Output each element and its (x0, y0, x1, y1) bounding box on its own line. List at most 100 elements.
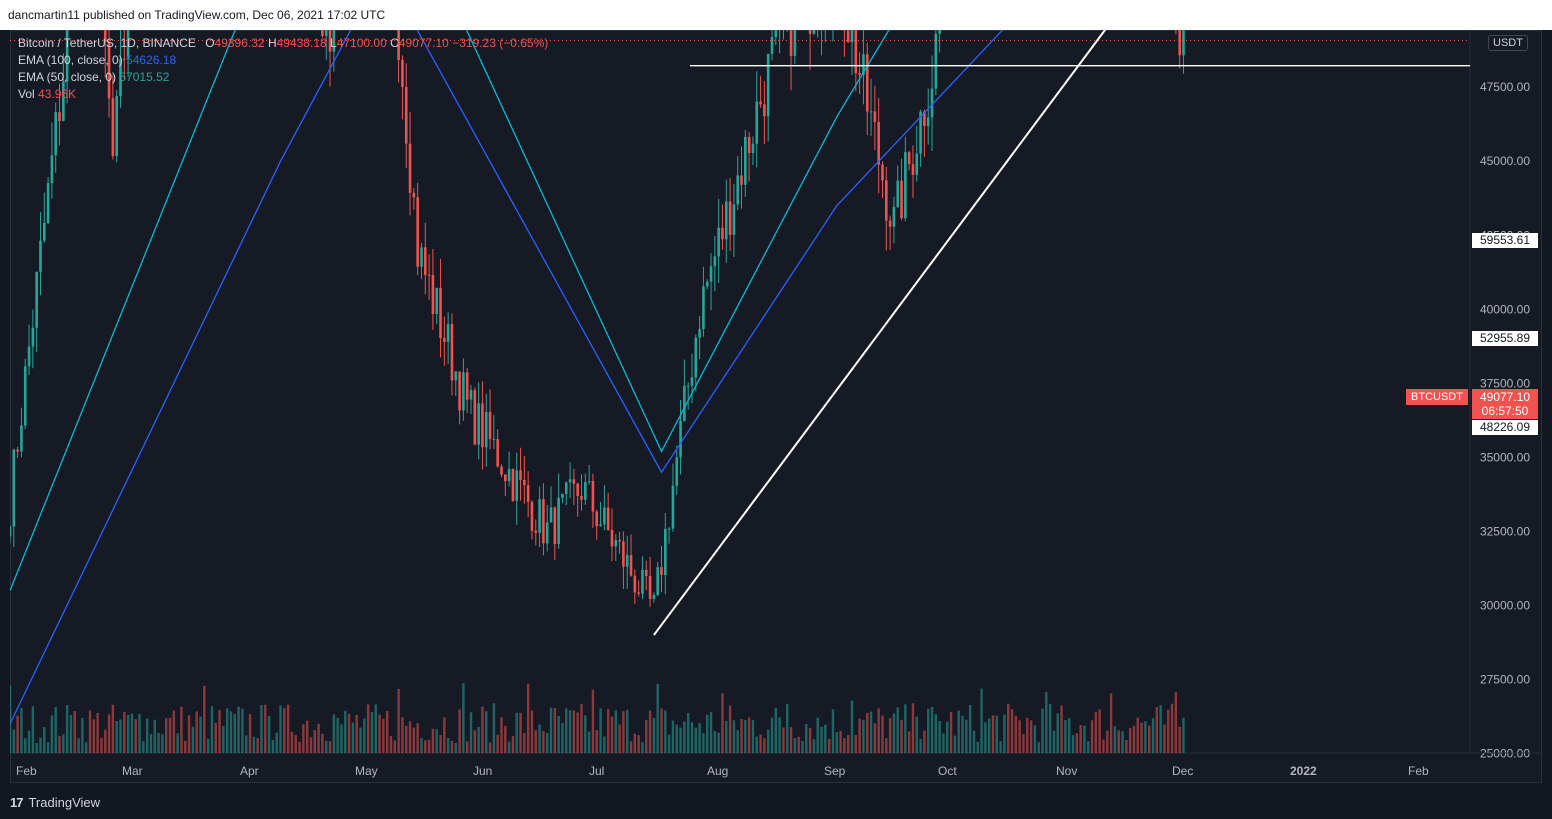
chart-pane[interactable] (10, 30, 1542, 783)
candle-body (458, 371, 461, 411)
legend-low: 47100.00 (336, 36, 387, 50)
candle-body (774, 30, 778, 37)
volume-bar (431, 728, 435, 753)
volume-bar (187, 715, 191, 753)
volume-bar (546, 732, 549, 753)
volume-bar (100, 737, 103, 753)
volume-bar (622, 711, 625, 753)
candle-body (686, 385, 690, 387)
volume-bar (690, 722, 694, 753)
volume-bar (332, 714, 336, 753)
volume-bar (664, 710, 667, 753)
candle-body (599, 524, 602, 527)
volume-bar (671, 720, 675, 753)
volume-bar (420, 738, 423, 753)
volume-bar (736, 730, 739, 753)
volume-bar (694, 727, 697, 753)
price-chart[interactable]: 70000.0067500.0065000.0062500.0060000.00… (10, 30, 1542, 783)
volume-bar (957, 710, 960, 753)
candle-body (648, 576, 652, 599)
volume-bar (317, 723, 320, 753)
volume-bar (923, 730, 926, 753)
horizontal-levels[interactable] (10, 30, 1470, 67)
volume-bar (1151, 718, 1155, 753)
time-axis[interactable]: Feb Mar Apr May Jun Jul Aug Sep Oct Nov Dec 2022 Feb (10, 752, 1542, 778)
volume-bar (721, 693, 724, 753)
volume-bar (466, 741, 469, 753)
legend-ema100-row[interactable]: EMA (100, close, 0) 54626.18 (18, 52, 548, 69)
candle-body (709, 266, 713, 282)
volume-bar (290, 731, 294, 753)
volume-bar (1102, 739, 1105, 753)
volume-bar (69, 715, 73, 753)
volume-bar (565, 708, 568, 753)
candle-body (119, 58, 122, 97)
candle-body (759, 101, 762, 105)
volume-bar (378, 714, 381, 753)
candle-body (660, 567, 663, 576)
volume-bar (980, 688, 983, 753)
volume-bar (153, 719, 156, 753)
volume-bar (88, 710, 92, 753)
legend-ema50-row[interactable]: EMA (50, close, 0) 57015.52 (18, 69, 548, 86)
volume-bar (10, 685, 12, 753)
volume-bar (698, 723, 701, 753)
volume-bar (999, 741, 1002, 753)
candle-body (865, 54, 869, 112)
candle-body (808, 30, 812, 34)
volume-bar (340, 724, 343, 753)
volume-bar (561, 723, 564, 753)
candle-body (770, 36, 774, 54)
trendline[interactable] (653, 30, 1279, 636)
volume-bar (835, 732, 838, 753)
tradingview-brand[interactable]: 17 TradingView (10, 795, 100, 810)
candle-body (576, 483, 579, 496)
volume-bar (366, 704, 370, 753)
volume-bar (477, 726, 480, 753)
candle-body (519, 470, 522, 480)
volume-bar (717, 732, 720, 753)
volume-bar (149, 734, 153, 753)
legend-l-label: L (330, 36, 337, 50)
candle-body (65, 30, 69, 82)
volume-bar (77, 738, 80, 753)
volume-bar (843, 738, 846, 753)
trendline-group[interactable] (653, 30, 1279, 636)
volume-bar (706, 714, 709, 753)
volume-bar (763, 738, 766, 753)
volume-bar (92, 719, 96, 753)
volume-bar (363, 718, 366, 753)
volume-bar (488, 742, 492, 753)
volume-bar (1147, 725, 1151, 753)
candle-body (58, 112, 61, 122)
candle-body (930, 88, 934, 118)
volume-bar (12, 729, 16, 753)
candle-body (534, 530, 538, 533)
legend-vol-row[interactable]: Vol 43.96K (18, 86, 548, 103)
time-tick-label: May (355, 764, 378, 778)
candle-body (530, 501, 534, 531)
candle-body (740, 175, 743, 185)
volume-bar (454, 742, 457, 753)
volume-bar (812, 739, 816, 753)
candle-body (111, 98, 115, 157)
volume-bar (302, 724, 305, 753)
volume-bar (214, 722, 217, 753)
volume-bar (180, 706, 183, 753)
volume-bar (107, 714, 111, 753)
volume-bar (656, 683, 659, 753)
time-tick-label: Feb (16, 764, 37, 778)
currency-badge[interactable]: USDT (1488, 35, 1528, 51)
candle-body (744, 136, 747, 185)
volume-bar (298, 741, 301, 753)
volume-bar (46, 742, 50, 753)
volume-bar (424, 740, 427, 753)
volume-bar (405, 725, 408, 753)
ema100-label: EMA (100, close, 0) (18, 53, 123, 67)
candle-body (717, 227, 720, 257)
legend-symbol[interactable]: Bitcoin / TetherUS, 1D, BINANCE (18, 36, 196, 50)
volume-bar (930, 707, 934, 753)
candle-body (698, 329, 701, 338)
candle-body (404, 87, 408, 144)
volume-bar (370, 712, 374, 753)
